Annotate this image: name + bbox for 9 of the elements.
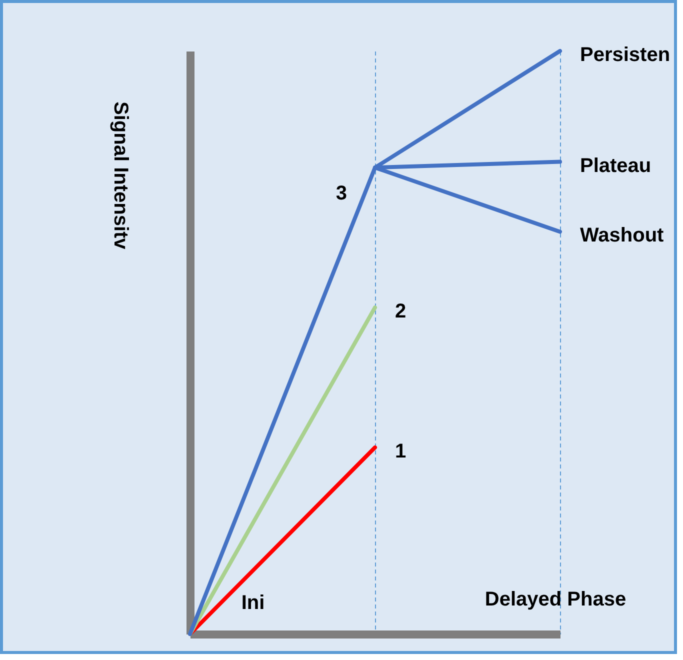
series-label: Plateau [580, 154, 652, 177]
series-label: 1 [395, 440, 406, 462]
x-axis-title: Delayed Phase [484, 588, 626, 610]
annotation: Ini [241, 592, 265, 614]
series-label: Persisten [580, 44, 670, 66]
y-axis-title: Signal Intensitv [110, 102, 132, 250]
series-label: 2 [395, 300, 406, 323]
series-label: 3 [336, 182, 347, 205]
series-label: Washout [580, 224, 664, 247]
